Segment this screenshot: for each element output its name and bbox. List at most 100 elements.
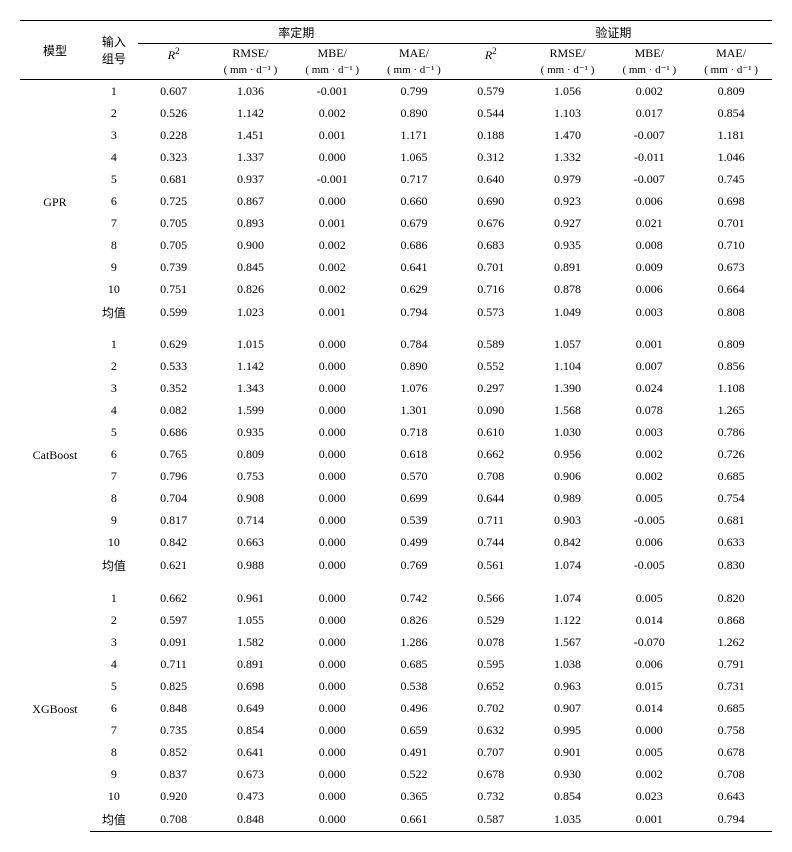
data-cell: 0.890 bbox=[373, 102, 455, 124]
data-cell: 0.868 bbox=[690, 609, 772, 631]
data-cell: 0.352 bbox=[138, 378, 210, 400]
row-id: 均值 bbox=[90, 554, 138, 579]
data-cell: 1.038 bbox=[527, 653, 609, 675]
data-cell: 0.566 bbox=[455, 578, 527, 609]
data-cell: 0.002 bbox=[291, 256, 373, 278]
table-row: 均值0.6210.9880.0000.7690.5611.074-0.0050.… bbox=[20, 554, 772, 579]
data-cell: 0.705 bbox=[138, 212, 210, 234]
data-cell: 0.000 bbox=[291, 356, 373, 378]
table-row: 100.9200.4730.0000.3650.7320.8540.0230.6… bbox=[20, 785, 772, 807]
data-cell: 0.663 bbox=[210, 532, 292, 554]
data-cell: 0.908 bbox=[210, 488, 292, 510]
data-cell: 0.794 bbox=[690, 807, 772, 832]
data-cell: 0.573 bbox=[455, 300, 527, 325]
data-cell: 0.927 bbox=[527, 212, 609, 234]
data-cell: 0.082 bbox=[138, 400, 210, 422]
data-cell: 0.643 bbox=[690, 785, 772, 807]
data-cell: 1.104 bbox=[527, 356, 609, 378]
col-input-l2: 组号 bbox=[102, 52, 126, 66]
data-cell: 0.796 bbox=[138, 466, 210, 488]
data-cell: 0.090 bbox=[455, 400, 527, 422]
data-cell: 0.995 bbox=[527, 719, 609, 741]
table-body: GPR10.6071.036-0.0010.7990.5791.0560.002… bbox=[20, 80, 772, 832]
data-cell: 0.538 bbox=[373, 675, 455, 697]
data-cell: 0.078 bbox=[455, 631, 527, 653]
data-cell: 0.607 bbox=[138, 80, 210, 103]
data-cell: 0.002 bbox=[608, 763, 690, 785]
col-val-mbe-u: ( mm · d⁻¹ ) bbox=[622, 64, 676, 76]
col-cal-mae-t: MAE/ bbox=[399, 46, 429, 60]
data-cell: 0.002 bbox=[608, 466, 690, 488]
col-input: 输入组号 bbox=[90, 21, 138, 80]
data-cell: 0.701 bbox=[455, 256, 527, 278]
row-id: 5 bbox=[90, 422, 138, 444]
row-id: 3 bbox=[90, 378, 138, 400]
table-row: 50.6860.9350.0000.7180.6101.0300.0030.78… bbox=[20, 422, 772, 444]
data-cell: 0.890 bbox=[373, 356, 455, 378]
data-cell: 0.714 bbox=[210, 510, 292, 532]
table-row: XGBoost10.6620.9610.0000.7420.5661.0740.… bbox=[20, 578, 772, 609]
data-cell: 0.000 bbox=[291, 488, 373, 510]
data-cell: 1.122 bbox=[527, 609, 609, 631]
data-cell: 0.702 bbox=[455, 697, 527, 719]
col-input-l1: 输入 bbox=[102, 35, 126, 49]
row-id: 2 bbox=[90, 609, 138, 631]
data-cell: 0.621 bbox=[138, 554, 210, 579]
data-cell: 1.568 bbox=[527, 400, 609, 422]
data-cell: 0.000 bbox=[291, 719, 373, 741]
data-cell: 0.491 bbox=[373, 741, 455, 763]
row-id: 2 bbox=[90, 356, 138, 378]
data-cell: 0.589 bbox=[455, 325, 527, 356]
table-row: CatBoost10.6291.0150.0000.7840.5891.0570… bbox=[20, 325, 772, 356]
row-id: 9 bbox=[90, 510, 138, 532]
data-cell: 0.893 bbox=[210, 212, 292, 234]
data-cell: 0.005 bbox=[608, 741, 690, 763]
data-cell: 0.685 bbox=[373, 653, 455, 675]
data-cell: 0.808 bbox=[690, 300, 772, 325]
table-row: 80.7050.9000.0020.6860.6830.9350.0080.71… bbox=[20, 234, 772, 256]
data-cell: 0.718 bbox=[373, 422, 455, 444]
data-cell: 0.681 bbox=[690, 510, 772, 532]
data-cell: 0.023 bbox=[608, 785, 690, 807]
data-cell: 0.717 bbox=[373, 168, 455, 190]
data-cell: 0.891 bbox=[527, 256, 609, 278]
col-cal-rmse: RMSE/( mm · d⁻¹ ) bbox=[210, 44, 292, 80]
row-id: 6 bbox=[90, 697, 138, 719]
data-cell: 0.091 bbox=[138, 631, 210, 653]
table-row: 20.5331.1420.0000.8900.5521.1040.0070.85… bbox=[20, 356, 772, 378]
data-cell: 0.708 bbox=[138, 807, 210, 832]
data-cell: 0.842 bbox=[138, 532, 210, 554]
data-cell: 0.652 bbox=[455, 675, 527, 697]
data-cell: 0.017 bbox=[608, 102, 690, 124]
data-cell: 0.963 bbox=[527, 675, 609, 697]
metrics-table: 模型 输入组号 率定期 验证期 R2 RMSE/( mm · d⁻¹ ) MBE… bbox=[20, 20, 772, 832]
row-id: 6 bbox=[90, 190, 138, 212]
row-id: 8 bbox=[90, 234, 138, 256]
data-cell: 0.014 bbox=[608, 609, 690, 631]
data-cell: 0.673 bbox=[210, 763, 292, 785]
row-id: 5 bbox=[90, 168, 138, 190]
table-row: 30.3521.3430.0001.0760.2971.3900.0241.10… bbox=[20, 378, 772, 400]
data-cell: 0.907 bbox=[527, 697, 609, 719]
data-cell: 0.312 bbox=[455, 146, 527, 168]
data-cell: 0.726 bbox=[690, 444, 772, 466]
data-cell: 0.001 bbox=[608, 807, 690, 832]
data-cell: 0.661 bbox=[373, 807, 455, 832]
data-cell: 0.826 bbox=[373, 609, 455, 631]
data-cell: 0.825 bbox=[138, 675, 210, 697]
data-cell: 0.579 bbox=[455, 80, 527, 103]
table-row: 60.8480.6490.0000.4960.7020.9070.0140.68… bbox=[20, 697, 772, 719]
col-cal-mae-u: ( mm · d⁻¹ ) bbox=[387, 64, 441, 76]
data-cell: 0.826 bbox=[210, 278, 292, 300]
row-id: 1 bbox=[90, 325, 138, 356]
col-val-rmse-u: ( mm · d⁻¹ ) bbox=[541, 64, 595, 76]
row-id: 1 bbox=[90, 80, 138, 103]
data-cell: 0.629 bbox=[373, 278, 455, 300]
data-cell: 1.171 bbox=[373, 124, 455, 146]
data-cell: 0.769 bbox=[373, 554, 455, 579]
data-cell: -0.070 bbox=[608, 631, 690, 653]
data-cell: 0.708 bbox=[690, 763, 772, 785]
data-cell: 0.006 bbox=[608, 278, 690, 300]
data-cell: 1.056 bbox=[527, 80, 609, 103]
data-cell: 0.662 bbox=[455, 444, 527, 466]
